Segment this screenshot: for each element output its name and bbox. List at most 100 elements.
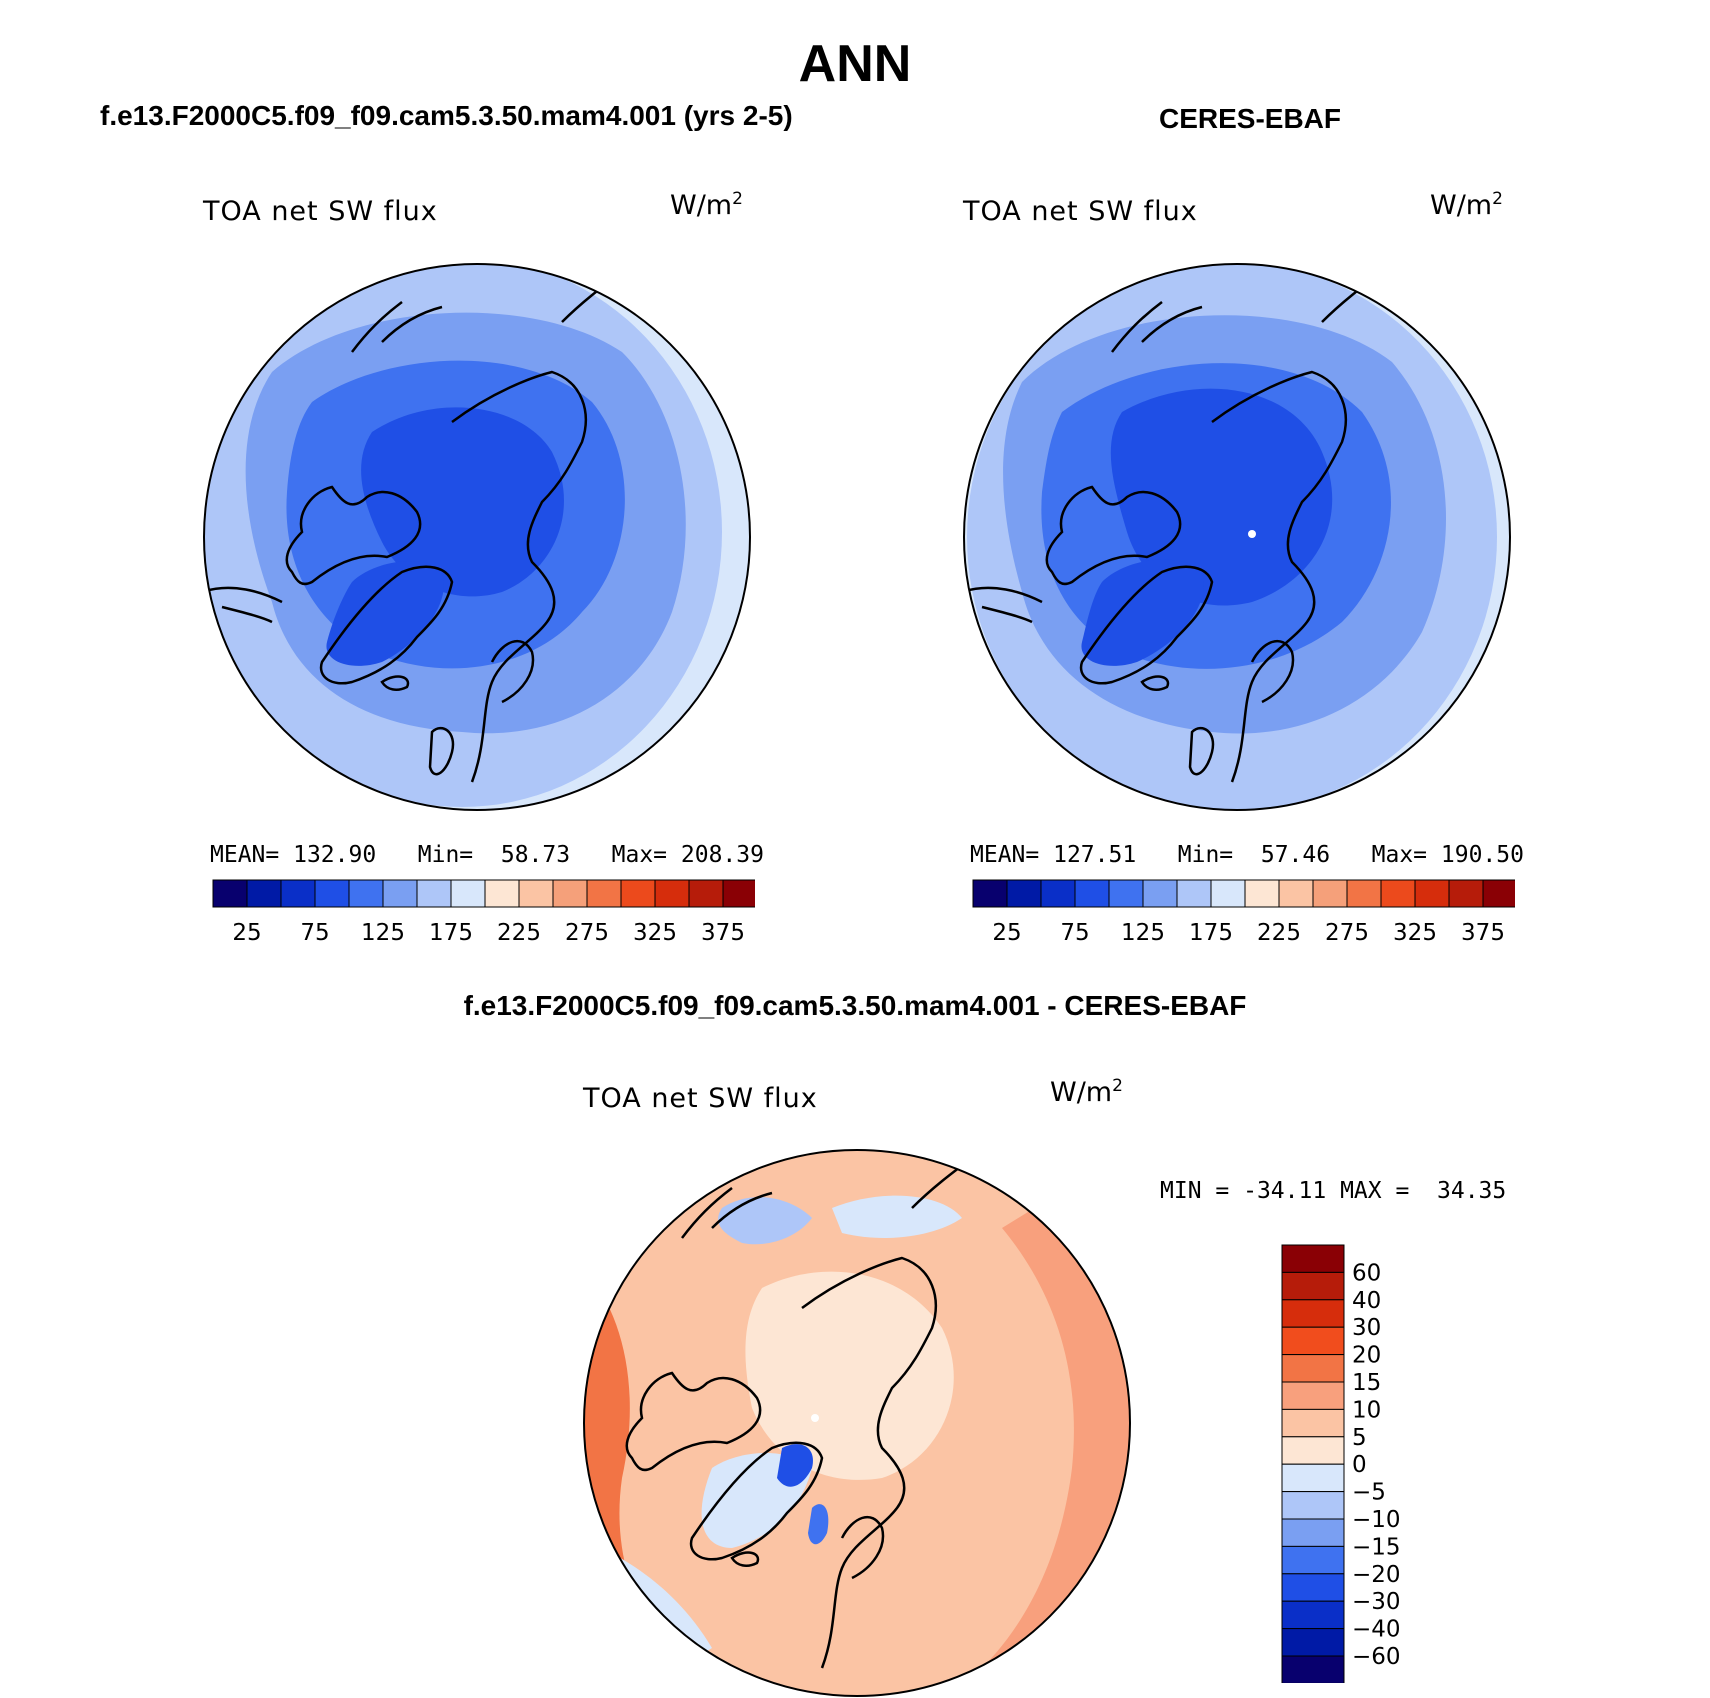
colorbar-swatch: [450, 879, 486, 908]
coastline-eurasia: [451, 370, 587, 783]
colorbar-tick-label: 275: [565, 920, 609, 946]
greenland-band: [326, 561, 444, 666]
colorbar-tick-label: 325: [1393, 920, 1437, 946]
diff-band-neg-bering: [718, 1197, 812, 1245]
colorbar-tick-label: 0: [1352, 1452, 1367, 1478]
colorbar-swatch: [280, 879, 316, 908]
colorbar-swatch: [314, 879, 350, 908]
pole-hole: [1248, 530, 1256, 538]
coastline-eurasia: [1211, 370, 1347, 783]
left-colorbar: 25 75 125 175 225 275 325 375: [212, 879, 755, 946]
colorbar-swatch: [1176, 879, 1212, 908]
colorbar-swatch: [1281, 1436, 1345, 1465]
colorbar-tick-label: 175: [429, 920, 473, 946]
colorbar-swatch: [1281, 1600, 1345, 1630]
colorbar-swatch: [1346, 879, 1382, 908]
colorbar-swatch: [1281, 1655, 1345, 1683]
colorbar-swatch: [1281, 1299, 1345, 1328]
right-units-label: W/m2: [1430, 189, 1503, 221]
colorbar-tick-label: 5: [1352, 1425, 1367, 1451]
colorbar-tick-label: −60: [1352, 1644, 1401, 1670]
colorbar-tick-label: 60: [1352, 1260, 1381, 1286]
colorbar-swatch: [1244, 879, 1280, 908]
colorbar-swatch: [1312, 879, 1348, 908]
colorbar-tick-label: −5: [1352, 1480, 1386, 1506]
colorbar-tick-label: 25: [992, 920, 1021, 946]
colorbar-tick-label: 75: [300, 920, 329, 946]
map-border: [963, 263, 1511, 811]
coastline-uk: [1188, 726, 1215, 776]
diff-band-neg-north: [832, 1195, 962, 1238]
colorbar-swatch: [1448, 879, 1484, 908]
colorbar-swatch: [1281, 1491, 1345, 1520]
colorbar-swatch: [586, 879, 622, 908]
right-variable-label: TOA net SW flux: [963, 196, 1198, 227]
colorbar-tick-label: 15: [1352, 1370, 1381, 1396]
colorbar-swatch: [1281, 1463, 1345, 1493]
colorbar-swatch: [212, 879, 248, 908]
diff-run-title: f.e13.F2000C5.f09_f09.cam5.3.50.mam4.001…: [463, 990, 1247, 1021]
colorbar-tick-label: 325: [633, 920, 677, 946]
colorbar-swatch: [1040, 879, 1076, 908]
right-stats: MEAN= 127.51 Min= 57.46 Max= 190.50: [970, 842, 1524, 868]
colorbar-tick-label: 75: [1060, 920, 1089, 946]
left-polar-map: [203, 263, 751, 811]
colorbar-swatch: [1210, 879, 1246, 908]
colorbar-tick-label: 375: [1461, 920, 1505, 946]
coastline-canada: [625, 1371, 762, 1472]
coastline-canada: [285, 485, 422, 586]
colorbar-swatch: [382, 879, 418, 908]
colorbar-swatch: [688, 879, 724, 908]
colorbar-swatch: [552, 879, 588, 908]
coastline-scandinavia: [490, 640, 535, 704]
colorbar-swatch: [416, 879, 452, 908]
colorbar-tick-label: −30: [1352, 1589, 1401, 1615]
colorbar-swatch: [654, 879, 690, 908]
left-units-label: W/m2: [670, 189, 743, 221]
colorbar-swatch: [348, 879, 384, 908]
pole-hole: [811, 1414, 819, 1422]
colorbar-swatch: [1281, 1326, 1345, 1356]
diff-stats: MIN = -34.11 MAX = 34.35: [1160, 1178, 1507, 1204]
colorbar-tick-label: 225: [497, 920, 541, 946]
colorbar-tick-label: 125: [361, 920, 405, 946]
left-run-title: f.e13.F2000C5.f09_f09.cam5.3.50.mam4.001…: [100, 100, 793, 131]
colorbar-tick-label: 40: [1352, 1288, 1381, 1314]
colorbar-tick-label: 10: [1352, 1397, 1381, 1423]
colorbar-tick-label: 30: [1352, 1315, 1381, 1341]
coastline-hudson: [204, 586, 283, 624]
greenland-band: [1081, 559, 1204, 666]
colorbar-swatch: [1108, 879, 1144, 908]
colorbar-tick-label: −20: [1352, 1562, 1401, 1588]
colorbar-tick-label: 275: [1325, 920, 1369, 946]
diff-band-neg-east-greenland: [808, 1504, 829, 1545]
coastline-canada: [1045, 485, 1182, 586]
right-colorbar: 25 75 125 175 225 275 325 375: [972, 879, 1515, 946]
colorbar-swatch: [1482, 879, 1515, 908]
map-border: [203, 263, 751, 811]
coastline-scandinavia: [1250, 640, 1295, 704]
colorbar-swatch: [1281, 1518, 1345, 1547]
colorbar-swatch: [1281, 1573, 1345, 1602]
colorbar-swatch: [1281, 1354, 1345, 1383]
coastline-iceland: [380, 675, 410, 691]
colorbar-swatch: [1074, 879, 1110, 908]
colorbar-swatch: [518, 879, 554, 908]
colorbar-swatch: [484, 879, 520, 908]
left-stats: MEAN= 132.90 Min= 58.73 Max= 208.39: [210, 842, 764, 868]
coastline-greenland: [1079, 565, 1214, 685]
right-polar-map: [963, 263, 1511, 811]
colorbar-swatch: [620, 879, 656, 908]
colorbar-tick-label: 375: [701, 920, 745, 946]
colorbar-swatch: [1281, 1628, 1345, 1657]
coastline-eurasia: [801, 1256, 937, 1669]
colorbar-swatch: [1278, 879, 1314, 908]
contour-band-75-100: [361, 407, 564, 597]
colorbar-swatch: [1281, 1381, 1345, 1410]
coastline-scandinavia: [840, 1516, 885, 1580]
colorbar-tick-label: 175: [1189, 920, 1233, 946]
main-title: ANN: [798, 35, 912, 93]
diff-units-label: W/m2: [1050, 1076, 1123, 1108]
coastline-hudson: [964, 586, 1043, 624]
